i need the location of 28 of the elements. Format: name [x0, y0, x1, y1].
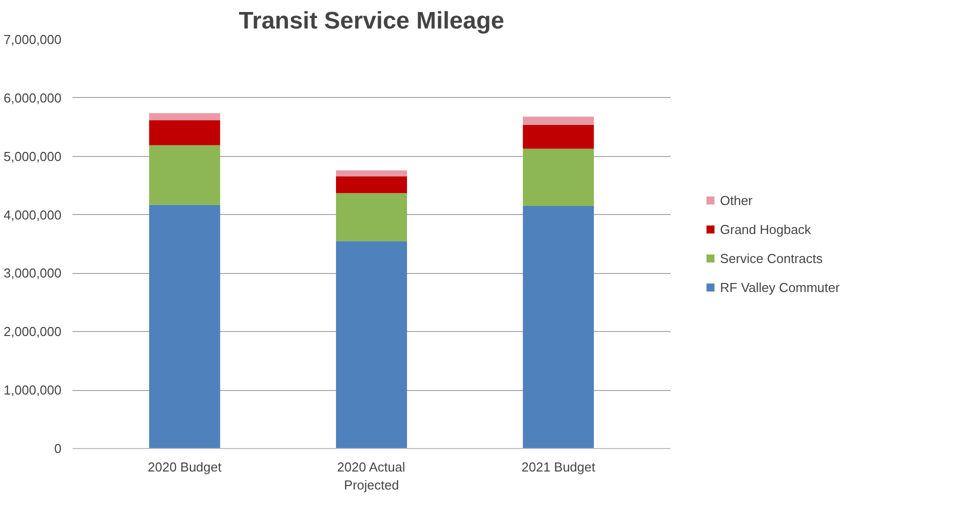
y-tick-label: 0 — [54, 441, 62, 456]
bar — [336, 170, 408, 176]
y-tick-label: 7,000,000 — [4, 32, 62, 47]
bar — [336, 241, 408, 448]
bar — [522, 148, 594, 206]
y-tick-label: 2,000,000 — [4, 324, 62, 340]
bar — [522, 124, 594, 149]
bar — [149, 113, 220, 120]
x-tick-label: 2020 Actual Projected — [337, 460, 406, 492]
bar — [149, 145, 220, 205]
y-tick-label: 3,000,000 — [4, 266, 62, 281]
x-tick-label: 2020 Budget — [148, 460, 222, 474]
y-tick-label: 5,000,000 — [4, 148, 62, 164]
legend-label: RF Valley Commuter — [720, 280, 840, 294]
bar — [336, 176, 408, 194]
y-tick-label: 6,000,000 — [4, 90, 62, 106]
y-tick-label: 4,000,000 — [4, 207, 62, 222]
bar — [336, 193, 408, 242]
y-tick-label: 1,000,000 — [4, 382, 62, 398]
chart-title: Transit Service Mileage — [238, 8, 504, 34]
bar — [522, 206, 594, 448]
bar — [149, 120, 220, 146]
legend-label: Grand Hogback — [720, 222, 812, 236]
legend-label: Other — [720, 192, 753, 208]
bar — [522, 116, 594, 125]
x-tick-label: 2021 Budget — [522, 460, 596, 474]
legend-label: Service Contracts — [720, 250, 823, 266]
bar — [149, 204, 220, 448]
